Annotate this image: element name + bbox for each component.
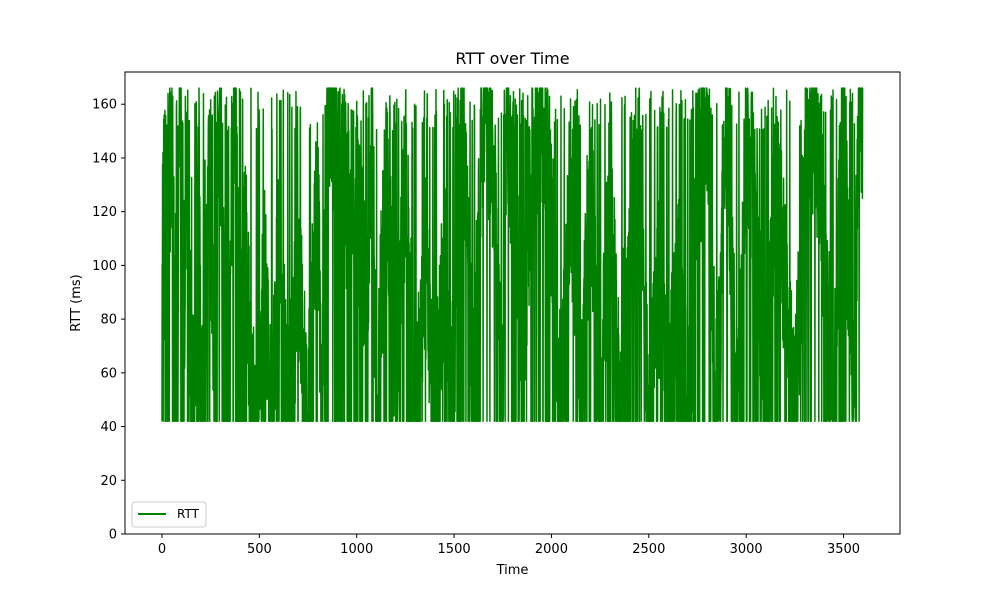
y-tick-label: 20 (100, 474, 117, 489)
y-tick-label: 0 (109, 528, 117, 543)
x-tick-label: 0 (158, 542, 166, 557)
x-tick-label: 3000 (730, 542, 763, 557)
x-axis-label: Time (496, 563, 529, 578)
legend: RTT (131, 501, 207, 528)
y-axis: 0 20 40 60 80 100 120 140 160 (92, 98, 125, 543)
x-tick-label: 2500 (632, 542, 665, 557)
x-tick-label: 1000 (340, 542, 373, 557)
chart-title: RTT over Time (455, 49, 569, 68)
x-tick-label: 2000 (535, 542, 568, 557)
axes-frame (124, 71, 901, 535)
y-tick-label: 80 (100, 313, 117, 328)
legend-box (131, 501, 207, 528)
y-axis-label: RTT (ms) (69, 274, 84, 331)
y-tick-label: 120 (92, 205, 117, 220)
y-tick-label: 100 (92, 259, 117, 274)
x-tick-label: 3500 (827, 542, 860, 557)
y-tick-label: 160 (92, 98, 117, 113)
y-tick-label: 60 (100, 366, 117, 381)
y-tick-label: 140 (92, 151, 117, 166)
legend-label-rtt: RTT (177, 507, 200, 521)
x-tick-label: 500 (247, 542, 272, 557)
y-tick-label: 40 (100, 420, 117, 435)
x-axis: 0 500 1000 1500 2000 2500 3000 3500 (158, 534, 860, 557)
plot-area (124, 71, 901, 535)
series-group (161, 87, 864, 422)
series-line-rtt (161, 87, 864, 422)
x-tick-label: 1500 (438, 542, 471, 557)
